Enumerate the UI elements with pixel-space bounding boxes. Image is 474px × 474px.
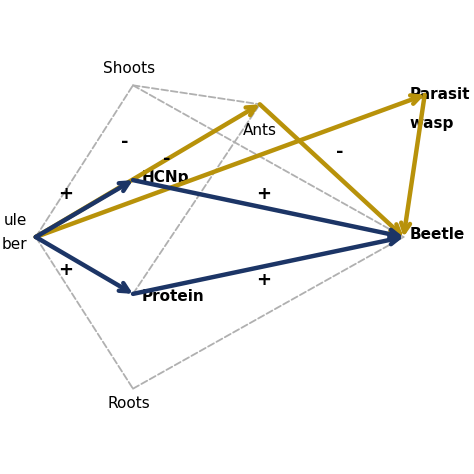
Text: Beetle: Beetle: [410, 227, 465, 242]
Text: ber: ber: [2, 237, 27, 252]
Text: -: -: [163, 150, 171, 168]
Text: +: +: [256, 271, 272, 289]
Text: Shoots: Shoots: [103, 61, 155, 76]
Text: +: +: [58, 185, 73, 203]
Text: wasp: wasp: [410, 116, 454, 131]
Text: +: +: [58, 261, 73, 279]
Text: -: -: [337, 143, 344, 161]
Text: Parasit: Parasit: [410, 87, 470, 102]
Text: Protein: Protein: [141, 289, 204, 304]
Text: ule: ule: [4, 212, 27, 228]
Text: HCNp: HCNp: [141, 170, 189, 185]
Text: Roots: Roots: [108, 396, 150, 411]
Text: +: +: [256, 185, 272, 203]
Text: -: -: [121, 133, 128, 151]
Text: Ants: Ants: [243, 123, 277, 138]
